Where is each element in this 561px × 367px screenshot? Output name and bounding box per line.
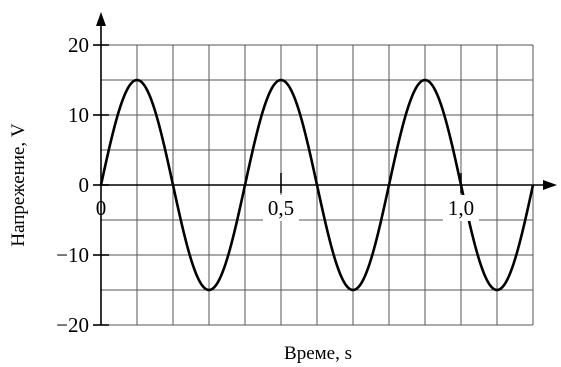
x-tick-label-background — [263, 195, 299, 221]
x-tick-label: 0,5 — [268, 196, 294, 220]
y-axis-label: Напрежение, V — [8, 123, 29, 247]
y-tick-label: −20 — [56, 313, 89, 337]
y-tick-label: 10 — [68, 103, 89, 127]
y-tick-label: 20 — [68, 33, 89, 57]
y-tick-label: −10 — [56, 243, 89, 267]
y-tick-label: 0 — [79, 173, 90, 197]
x-tick-label-background — [443, 195, 479, 221]
x-tick-label: 1,0 — [448, 196, 474, 220]
x-axis-arrow — [543, 180, 557, 190]
ticks: 20 10 0 −10 −20 0 0,5 1,0 — [56, 33, 479, 337]
x-axis-label: Време, s — [284, 343, 352, 364]
x-tick-label: 0 — [96, 196, 107, 220]
axes — [96, 12, 557, 325]
y-axis-arrow — [96, 12, 106, 26]
